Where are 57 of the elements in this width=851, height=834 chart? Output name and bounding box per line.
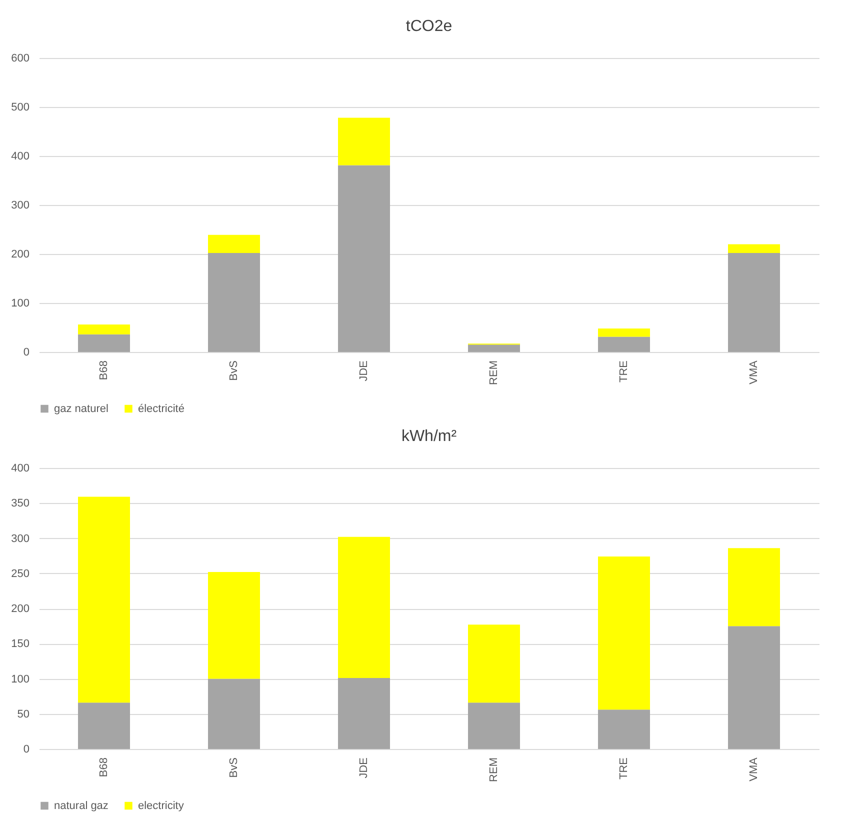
x-tick-label: B68 — [98, 758, 110, 778]
bar — [598, 336, 650, 352]
bar — [598, 328, 650, 337]
x-tick-label: JDE — [358, 758, 370, 778]
bar — [468, 624, 520, 703]
chart-title: kWh/m² — [401, 428, 458, 445]
y-tick-label: 350 — [11, 498, 30, 510]
y-tick-label: 400 — [11, 150, 30, 162]
y-tick-label: 0 — [23, 744, 30, 756]
x-tick-label: JDE — [358, 360, 370, 382]
chart-title: tCO2e — [406, 18, 452, 35]
x-tick-label: REM — [488, 360, 500, 385]
legend-label: natural gaz — [54, 800, 108, 812]
bar — [338, 165, 390, 352]
x-tick-label: TRE — [618, 360, 630, 382]
legend-label: électricité — [138, 402, 184, 415]
x-tick-label: REM — [488, 758, 500, 782]
y-tick-label: 150 — [11, 638, 30, 650]
bar — [78, 496, 130, 703]
y-tick-label: 300 — [11, 200, 30, 212]
x-tick-label: B68 — [98, 360, 110, 380]
legend-label: electricity — [138, 800, 184, 812]
bar — [728, 626, 780, 749]
bar — [208, 253, 260, 352]
y-tick-label: 500 — [11, 102, 30, 114]
bar — [208, 678, 260, 749]
x-tick-label: BvS — [228, 758, 240, 778]
x-tick-label: VMA — [748, 360, 760, 384]
x-tick-label: TRE — [618, 758, 630, 780]
bar — [78, 334, 130, 352]
bar — [338, 118, 390, 166]
y-tick-label: 250 — [11, 568, 30, 580]
bar — [728, 253, 780, 352]
y-tick-label: 400 — [11, 462, 30, 474]
y-tick-label: 0 — [23, 346, 30, 358]
x-tick-label: BvS — [228, 360, 240, 381]
bar — [598, 556, 650, 710]
bar — [338, 536, 390, 678]
y-tick-label: 200 — [11, 248, 30, 260]
bar — [728, 244, 780, 254]
y-tick-label: 200 — [11, 603, 30, 615]
bar — [728, 548, 780, 626]
bar — [208, 572, 260, 679]
bar — [468, 702, 520, 749]
y-tick-label: 50 — [17, 708, 30, 720]
bar — [338, 678, 390, 749]
bar — [468, 344, 520, 352]
y-tick-label: 100 — [11, 673, 30, 686]
y-tick-label: 100 — [11, 298, 30, 310]
bar — [208, 234, 260, 254]
x-tick-label: VMA — [748, 756, 760, 782]
y-tick-label: 300 — [11, 532, 30, 545]
y-tick-label: 600 — [11, 52, 30, 64]
bar — [598, 710, 650, 749]
bar — [78, 702, 130, 749]
bar — [78, 324, 130, 334]
legend-label: gaz naturel — [54, 402, 108, 415]
